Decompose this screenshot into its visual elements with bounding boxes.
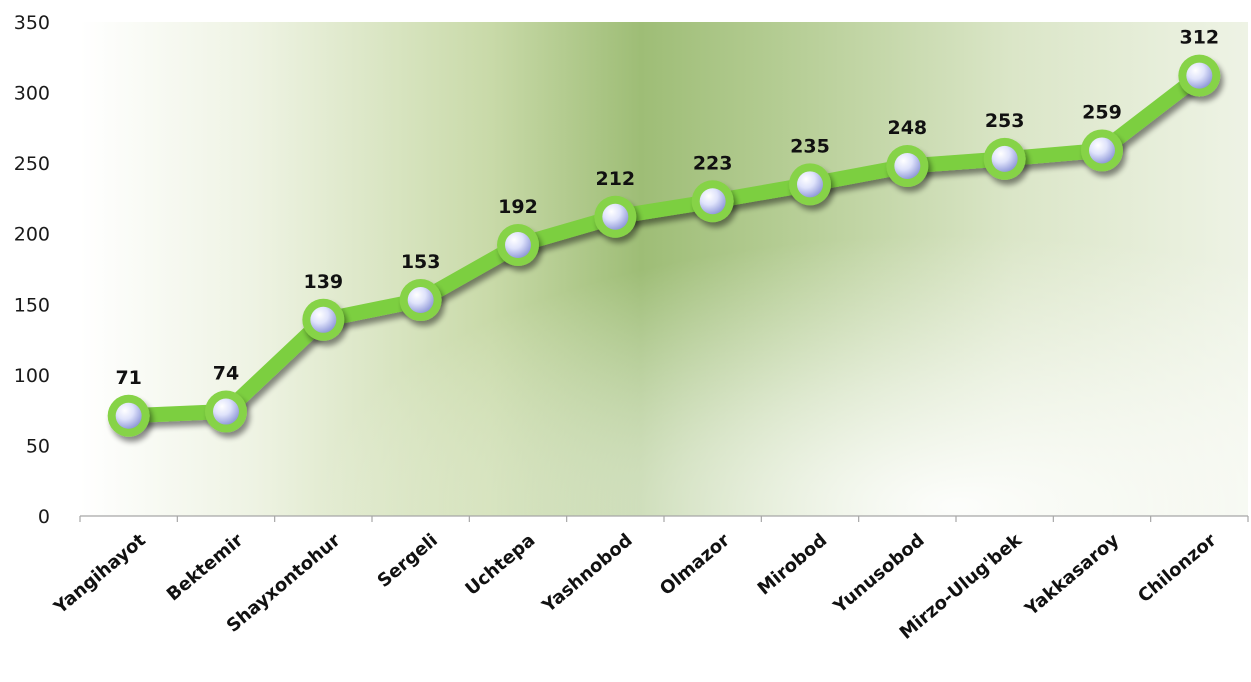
data-point-marker xyxy=(699,188,726,215)
data-label: 153 xyxy=(401,251,441,273)
data-label: 312 xyxy=(1179,27,1219,49)
x-tick-label: Mirobod xyxy=(754,530,831,600)
data-point-marker xyxy=(407,287,434,314)
y-tick-label: 150 xyxy=(14,294,50,316)
data-point-marker xyxy=(1089,137,1115,164)
data-label: 192 xyxy=(498,196,538,218)
y-tick-label: 0 xyxy=(38,506,50,528)
data-point-marker xyxy=(991,145,1018,172)
data-point-marker xyxy=(894,152,921,179)
y-tick-label: 300 xyxy=(14,83,50,105)
x-tick-label: Yakkasaroy xyxy=(1021,530,1124,621)
data-label: 212 xyxy=(595,168,635,190)
x-tick-label: Uchtepa xyxy=(461,530,539,600)
data-point-marker xyxy=(602,203,629,230)
data-label: 235 xyxy=(790,135,830,157)
data-markers xyxy=(107,54,1221,437)
y-tick-label: 350 xyxy=(14,12,50,34)
x-tick-label: Yunusobod xyxy=(829,530,929,618)
x-tick-label: Chilonzor xyxy=(1134,530,1221,607)
data-point-marker xyxy=(505,232,531,259)
x-tick-label: Yangihayot xyxy=(49,529,150,618)
x-tick-label: Sergeli xyxy=(374,530,442,592)
data-labels: 71 74 139 153 192 212 223 235 248 253 259 312 xyxy=(115,27,1219,389)
data-label: 74 xyxy=(213,363,239,385)
y-axis: 0 50 100 150 200 250 300 350 xyxy=(14,12,50,528)
data-point-marker xyxy=(213,398,239,425)
data-label: 259 xyxy=(1082,101,1122,123)
data-label: 223 xyxy=(693,152,733,174)
data-label: 253 xyxy=(985,110,1025,132)
y-tick-label: 50 xyxy=(26,435,50,457)
x-tick-label: Olmazor xyxy=(656,530,734,600)
data-point-marker xyxy=(115,402,142,429)
data-label: 248 xyxy=(887,117,927,139)
data-point-marker xyxy=(797,171,823,198)
x-tick-label: Yashnobod xyxy=(538,530,637,618)
y-tick-label: 250 xyxy=(14,153,50,175)
plot-bg-glow xyxy=(80,22,1248,516)
data-label: 139 xyxy=(303,271,343,293)
y-tick-label: 200 xyxy=(14,224,50,246)
x-tick-label: Bektemir xyxy=(163,530,247,606)
y-tick-label: 100 xyxy=(14,365,50,387)
data-point-marker xyxy=(1186,62,1213,89)
data-point-marker xyxy=(310,306,337,333)
data-label: 71 xyxy=(115,367,141,389)
plot-area-background xyxy=(80,22,1248,516)
